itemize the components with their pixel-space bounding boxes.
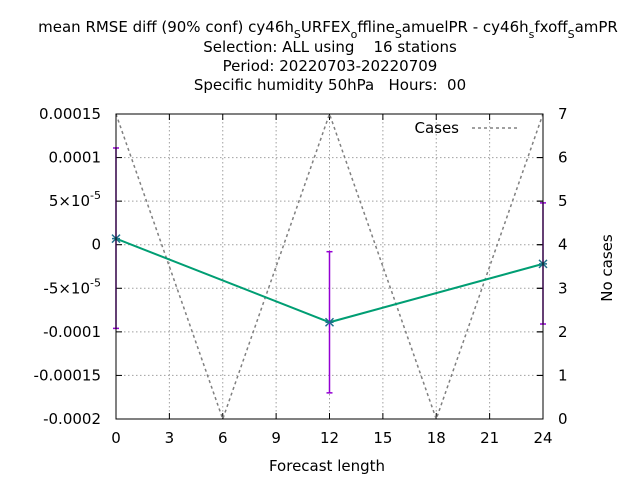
y2-tick-label: 2 <box>558 323 568 341</box>
x-tick-label: 3 <box>165 429 175 447</box>
x-tick-label: 12 <box>320 429 339 447</box>
y-axis-ticks: 0.00015 0.0001 5×10-5 0 -5×10-5 -0.0001 -0.000… <box>34 105 543 428</box>
y-tick-label: -0.0001 <box>43 323 101 341</box>
y-tick-label: 0.0001 <box>49 149 102 167</box>
title-line-1: mean RMSE diff (90% conf) cy46hSURFEXoff… <box>38 18 618 41</box>
y2-tick-label: 6 <box>558 149 568 167</box>
plot-frame <box>115 113 544 420</box>
x-tick-label: 9 <box>271 429 281 447</box>
y2-tick-label: 4 <box>558 236 568 254</box>
chart-title: mean RMSE diff (90% conf) cy46hSURFEXoff… <box>38 18 618 94</box>
legend: Cases <box>414 119 517 137</box>
x-tick-label: 24 <box>533 429 552 447</box>
y-tick-label: -0.00015 <box>34 366 101 384</box>
y2-axis-ticks: 0 1 2 3 4 5 6 7 <box>537 105 568 428</box>
y2-tick-label: 1 <box>558 366 568 384</box>
x-tick-label: 15 <box>373 429 392 447</box>
y2-tick-label: 5 <box>558 192 568 210</box>
title-line-2: Selection: ALL using 16 stations <box>203 38 457 56</box>
title-line-4: Specific humidity 50hPa Hours: 00 <box>194 76 466 94</box>
y2-tick-label: 3 <box>558 279 568 297</box>
y-tick-label: 0 <box>91 236 101 254</box>
x-tick-label: 21 <box>480 429 499 447</box>
data-point <box>324 317 335 327</box>
x-tick-label: 6 <box>218 429 228 447</box>
y-tick-label: -0.0002 <box>43 410 101 428</box>
y2-axis-label: No cases <box>598 234 616 302</box>
error-bars <box>113 147 546 394</box>
y-tick-label: 0.00015 <box>39 105 101 123</box>
y-tick-label: -5×10-5 <box>43 276 101 297</box>
title-line-3: Period: 20220703-20220709 <box>223 57 438 75</box>
x-tick-label: 18 <box>427 429 446 447</box>
x-tick-label: 0 <box>111 429 121 447</box>
y-tick-label: 5×10-5 <box>49 189 101 210</box>
y2-tick-label: 0 <box>558 410 568 428</box>
legend-label-cases: Cases <box>414 119 459 137</box>
x-axis-ticks: 0 3 6 9 12 15 18 21 24 <box>111 114 553 447</box>
y2-tick-label: 7 <box>558 105 568 123</box>
x-axis-label: Forecast length <box>269 457 385 475</box>
